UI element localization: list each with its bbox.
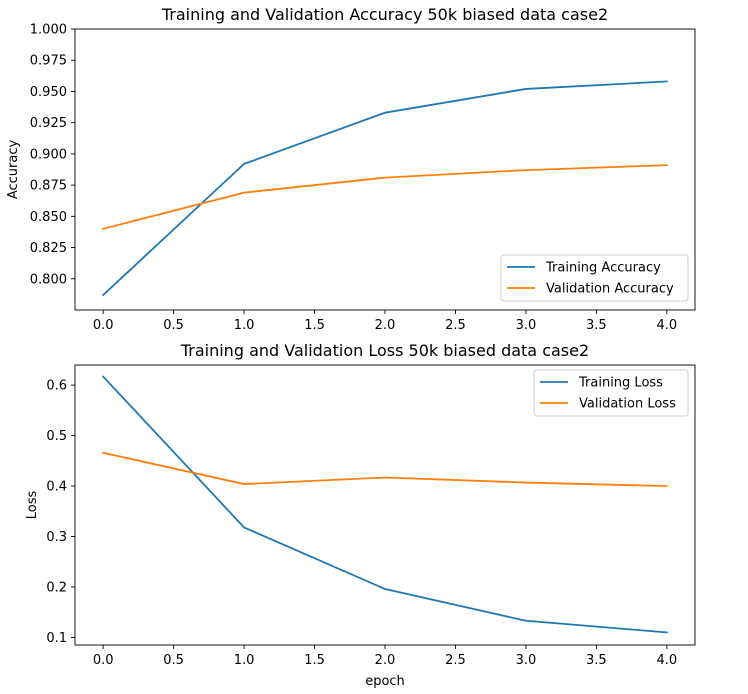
accuracy-chart: Training and Validation Accuracy 50k bia… xyxy=(6,5,696,333)
y-tick-label: 0.6 xyxy=(46,379,67,394)
x-tick-label: 1.5 xyxy=(304,653,325,668)
legend-box xyxy=(533,369,689,417)
x-tick-label: 1.0 xyxy=(234,653,255,668)
legend-label: Training Accuracy xyxy=(545,261,661,276)
y-tick-label: 0.850 xyxy=(30,210,67,225)
y-tick-label: 0.1 xyxy=(46,631,67,646)
x-tick-label: 1.5 xyxy=(304,318,325,333)
y-axis-label: Loss xyxy=(25,491,40,520)
x-tick-label: 3.5 xyxy=(586,653,607,668)
legend-box xyxy=(500,254,689,302)
x-tick-label: 2.5 xyxy=(445,653,466,668)
legend: Training Loss Validation Loss xyxy=(533,369,689,417)
y-tick-label: 0.2 xyxy=(46,580,67,595)
x-tick-label: 0.0 xyxy=(93,653,114,668)
chart-title: Training and Validation Accuracy 50k bia… xyxy=(161,5,608,24)
y-tick-label: 0.975 xyxy=(30,54,67,69)
y-tick-label: 0.5 xyxy=(46,429,67,444)
y-tick-label: 0.825 xyxy=(30,241,67,256)
legend-label: Training Loss xyxy=(578,376,663,391)
chart-title: Training and Validation Loss 50k biased … xyxy=(180,341,589,360)
x-tick-label: 4.0 xyxy=(656,318,677,333)
loss-chart: Training and Validation Loss 50k biased … xyxy=(25,341,696,689)
x-tick-label: 0.0 xyxy=(93,318,114,333)
x-tick-label: 2.0 xyxy=(375,653,396,668)
y-tick-label: 0.3 xyxy=(46,530,67,545)
x-tick-label: 0.5 xyxy=(163,318,184,333)
x-tick-label: 3.0 xyxy=(516,318,537,333)
legend: Training Accuracy Validation Accuracy xyxy=(500,254,689,302)
y-tick-label: 0.900 xyxy=(30,147,67,162)
x-tick-label: 0.5 xyxy=(163,653,184,668)
y-axis-label: Accuracy xyxy=(6,140,21,200)
y-tick-label: 0.4 xyxy=(46,480,67,495)
y-tick-label: 0.925 xyxy=(30,116,67,131)
y-tick-label: 0.875 xyxy=(30,179,67,194)
x-tick-label: 4.0 xyxy=(656,653,677,668)
y-tick-label: 0.800 xyxy=(30,272,67,287)
y-tick-label: 0.950 xyxy=(30,85,67,100)
series-line-training-accuracy xyxy=(101,80,668,297)
x-tick-label: 3.0 xyxy=(516,653,537,668)
legend-label: Validation Accuracy xyxy=(546,282,674,297)
series-line-validation-accuracy xyxy=(102,164,668,230)
x-tick-label: 1.0 xyxy=(234,318,255,333)
x-tick-label: 3.5 xyxy=(586,318,607,333)
y-tick-label: 1.000 xyxy=(30,23,67,38)
series-line-training-loss xyxy=(101,375,668,634)
legend-label: Validation Loss xyxy=(579,397,676,412)
x-axis-label: epoch xyxy=(365,674,405,689)
plot-frame xyxy=(74,28,696,311)
x-tick-label: 2.5 xyxy=(445,318,466,333)
x-tick-label: 2.0 xyxy=(375,318,396,333)
series-line-validation-loss xyxy=(102,451,668,488)
plot-frame xyxy=(74,364,696,646)
